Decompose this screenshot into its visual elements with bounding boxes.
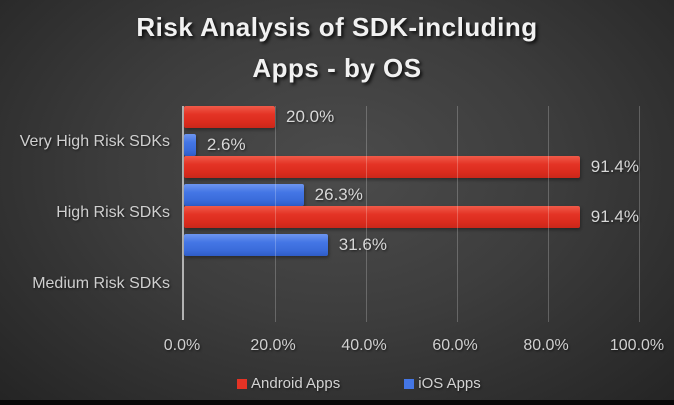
legend-label: Android Apps — [251, 375, 341, 392]
x-tick-label: 80.0% — [523, 337, 569, 354]
chart-title-line-1: Risk Analysis of SDK-including — [136, 12, 538, 42]
bar-value-label: 31.6% — [338, 235, 387, 254]
x-tick-label: 60.0% — [432, 337, 478, 354]
x-tick-label: 0.0% — [163, 337, 201, 354]
category-labels: Very High Risk SDKs High Risk SDKs Medium … — [0, 106, 170, 320]
legend-item: iOS Apps — [404, 375, 481, 392]
bar-value-label: 26.3% — [314, 185, 363, 204]
bar-row: 91.4% — [184, 206, 639, 228]
bar-android-apps — [184, 206, 580, 228]
bar-android-apps — [184, 106, 275, 128]
bar-ios-apps — [184, 184, 304, 206]
bar-value-label: 91.4% — [590, 157, 639, 176]
bottom-strip — [0, 400, 674, 405]
bar-row: 31.6% — [184, 234, 639, 256]
chart-title: Risk Analysis of SDK-including Apps - by… — [0, 7, 674, 89]
bars-container: 20.0% 2.6% 91.4% 26.3% 91.4% 31.6% — [184, 106, 639, 256]
category-label: Medium Risk SDKs — [32, 275, 170, 293]
x-axis-ticks: 0.0% 20.0% 40.0% 60.0% 80.0% 100.0% — [164, 337, 664, 357]
chart-title-line-2: Apps - by OS — [252, 53, 422, 83]
plot-area: 20.0% 2.6% 91.4% 26.3% 91.4% 31.6% — [182, 106, 640, 322]
bar-row: 91.4% — [184, 156, 639, 178]
gridline — [366, 106, 367, 322]
bar-ios-apps — [184, 134, 196, 156]
category-label: Very High Risk SDKs — [19, 132, 170, 150]
bar-row: 2.6% — [184, 134, 639, 156]
x-tick-label: 40.0% — [341, 337, 387, 354]
bar-ios-apps — [184, 234, 328, 256]
bar-row: 26.3% — [184, 184, 639, 206]
bar-value-label: 91.4% — [590, 207, 639, 226]
gridline — [639, 106, 640, 322]
gridline — [275, 106, 276, 322]
bar-value-label: 20.0% — [286, 107, 335, 126]
bar-row: 20.0% — [184, 106, 639, 128]
bar-android-apps — [184, 156, 580, 178]
legend-swatch-android-apps — [237, 378, 247, 389]
legend: Android Apps iOS Apps — [237, 375, 481, 392]
category-band: 20.0% 2.6% — [184, 106, 639, 156]
legend-item: Android Apps — [237, 375, 340, 392]
category-label: High Risk SDKs — [56, 203, 170, 221]
x-tick-label: 100.0% — [609, 337, 665, 354]
category-band: 91.4% 26.3% — [184, 156, 639, 206]
gridline — [457, 106, 458, 322]
legend-label: iOS Apps — [418, 375, 481, 392]
gridline — [548, 106, 549, 322]
bar-value-label: 2.6% — [206, 135, 246, 154]
category-band: 91.4% 31.6% — [184, 206, 639, 256]
legend-swatch-ios-apps — [404, 378, 415, 389]
x-tick-label: 20.0% — [250, 337, 296, 354]
